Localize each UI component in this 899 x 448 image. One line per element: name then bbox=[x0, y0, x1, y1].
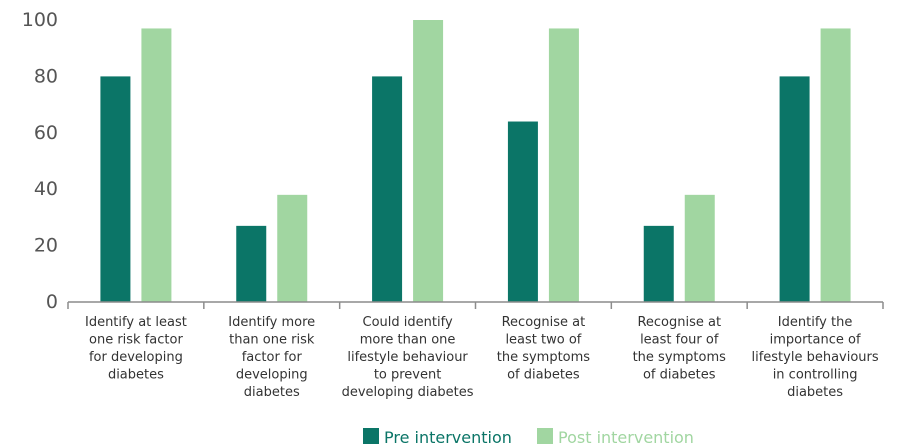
x-category-line: least two of bbox=[505, 333, 581, 348]
x-category-label: Recognise at least four of the symptoms of … bbox=[633, 315, 727, 383]
bars bbox=[100, 20, 851, 303]
x-axis: Identify at least one risk factor for deve… bbox=[67, 301, 884, 400]
x-category-line: in controlling bbox=[773, 368, 858, 383]
y-tick-label: 60 bbox=[34, 122, 58, 144]
x-category-line: factor for bbox=[242, 350, 303, 365]
bar-post-2 bbox=[277, 194, 308, 302]
legend: Pre intervention Post intervention bbox=[363, 428, 694, 447]
bar-pre-3 bbox=[372, 76, 403, 303]
x-category-line: the symptoms bbox=[633, 350, 727, 365]
bar-pre-2 bbox=[236, 225, 267, 302]
y-tick-label: 100 bbox=[22, 9, 58, 31]
x-category-line: for developing bbox=[89, 350, 183, 365]
x-category-line: developing diabetes bbox=[342, 385, 474, 400]
x-category-line: of diabetes bbox=[507, 368, 580, 383]
x-category-line: diabetes bbox=[108, 368, 164, 383]
legend-label-pre: Pre intervention bbox=[384, 428, 512, 447]
y-tick-label: 0 bbox=[46, 291, 58, 313]
legend-swatch-post bbox=[537, 428, 553, 444]
x-category-line: developing bbox=[236, 368, 308, 383]
x-category-line: Identify at least bbox=[85, 315, 187, 330]
bar-pre-4 bbox=[507, 121, 538, 303]
y-tick-label: 40 bbox=[34, 178, 58, 200]
bar-post-3 bbox=[413, 20, 444, 302]
bar-pre-5 bbox=[643, 225, 674, 302]
bar-post-4 bbox=[548, 28, 579, 303]
x-category-label: Identify the importance of lifestyle behav… bbox=[751, 315, 878, 400]
y-tick-label: 20 bbox=[34, 235, 58, 257]
x-category-label: Identify at least one risk factor for deve… bbox=[85, 315, 187, 383]
x-category-line: Identify the bbox=[778, 315, 853, 330]
x-category-line: Recognise at bbox=[502, 315, 586, 330]
x-category-line: least four of bbox=[640, 333, 719, 348]
y-tick-label: 80 bbox=[34, 65, 58, 87]
x-category-line: lifestyle behaviours bbox=[751, 350, 878, 365]
x-category-label: Identify more than one risk factor for deve… bbox=[228, 315, 315, 400]
x-category-line: than one risk bbox=[229, 333, 315, 348]
x-category-label: Recognise at least two of the symptoms of d… bbox=[497, 315, 591, 383]
x-category-line: importance of bbox=[770, 333, 861, 348]
bar-post-5 bbox=[684, 194, 715, 302]
x-category-line: Could identify bbox=[363, 315, 453, 330]
legend-swatch-pre bbox=[363, 428, 379, 444]
x-category-label: Could identify more than one lifestyle beh… bbox=[342, 315, 474, 400]
x-category-line: diabetes bbox=[787, 385, 843, 400]
x-category-line: the symptoms bbox=[497, 350, 591, 365]
x-category-line: to prevent bbox=[374, 368, 442, 383]
bar-post-1 bbox=[141, 28, 172, 303]
x-category-line: one risk factor bbox=[89, 333, 183, 348]
bar-pre-6 bbox=[779, 76, 810, 303]
x-category-line: lifestyle behaviour bbox=[347, 350, 468, 365]
x-category-line: diabetes bbox=[244, 385, 300, 400]
legend-label-post: Post intervention bbox=[558, 428, 694, 447]
x-category-line: more than one bbox=[360, 333, 456, 348]
bar-post-6 bbox=[820, 28, 851, 303]
x-category-line: of diabetes bbox=[643, 368, 716, 383]
x-category-line: Recognise at bbox=[637, 315, 721, 330]
y-axis: 0 20 40 60 80 100 bbox=[22, 9, 58, 313]
x-category-line: Identify more bbox=[228, 315, 315, 330]
bar-pre-1 bbox=[100, 76, 131, 303]
